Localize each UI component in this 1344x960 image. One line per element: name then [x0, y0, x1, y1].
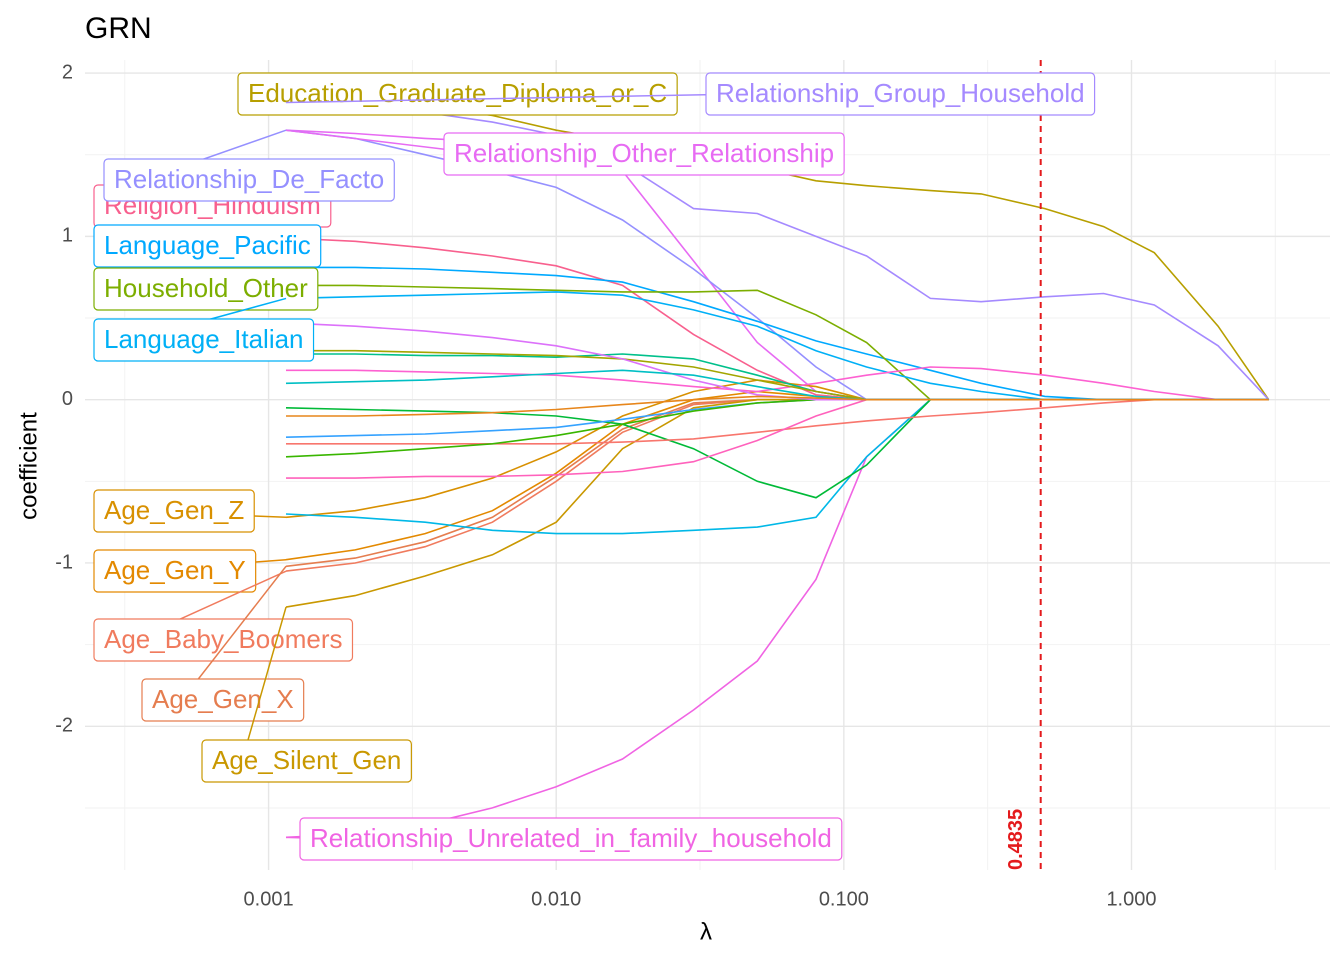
series-label: Education_Graduate_Diploma_or_C: [237, 72, 678, 116]
series-label: Age_Gen_Y: [93, 549, 287, 593]
x-tick-label: 1.000: [1106, 888, 1156, 910]
label-box: [93, 489, 255, 533]
series-label: Age_Gen_Z: [93, 489, 287, 533]
label-text: Age_Silent_Gen: [212, 745, 401, 775]
label-box: [237, 72, 678, 116]
label-box: [93, 618, 354, 662]
coefficient-path: [286, 366, 1269, 401]
label-text: Age_Gen_Y: [104, 555, 246, 585]
label-box: [705, 72, 1096, 116]
coefficient-path: [286, 395, 1269, 417]
series-label: Age_Gen_X: [141, 565, 305, 722]
y-tick-label: 0: [62, 388, 73, 410]
y-axis-label: coefficient: [15, 412, 42, 520]
y-tick-label: -2: [55, 715, 73, 737]
coefficient-path: [285, 369, 1269, 401]
y-tick-label: 1: [62, 225, 73, 247]
label-text: Household_Other: [104, 273, 308, 303]
label-box: [141, 678, 305, 722]
label-text: Age_Gen_Z: [104, 495, 244, 525]
coefficient-path: [285, 237, 1269, 401]
label-box: [443, 132, 845, 176]
label-text: Language_Pacific: [104, 230, 311, 260]
series-label: Relationship_Other_Relationship: [285, 129, 845, 176]
label-text: Relationship_Unrelated_in_family_househo…: [310, 823, 832, 853]
coefficient-path: [285, 398, 1269, 458]
x-tick-label: 0.010: [531, 888, 581, 910]
series-label: Language_Italian: [93, 297, 315, 362]
coefficient-path: [285, 398, 1269, 568]
series-label: Relationship_Group_Household: [286, 72, 1096, 116]
label-connector: [241, 606, 287, 762]
reference-label: 0.4835: [1005, 809, 1027, 870]
label-box: [93, 267, 319, 311]
coefficient-path: [286, 349, 1269, 401]
label-text: Relationship_Group_Household: [716, 78, 1085, 108]
coefficient-path: [285, 101, 1270, 401]
label-text: Relationship_Other_Relationship: [454, 138, 834, 168]
label-box: [201, 739, 412, 783]
series-label: Age_Silent_Gen: [201, 606, 412, 783]
label-text: Age_Baby_Boomers: [104, 624, 342, 654]
label-text: Age_Gen_X: [152, 684, 294, 714]
series-label: Relationship_Unrelated_in_family_househo…: [286, 817, 843, 861]
x-tick-label: 0.100: [819, 888, 869, 910]
chart-title: GRN: [85, 12, 152, 45]
coefficient-path: [285, 398, 1269, 572]
label-text: Language_Italian: [104, 324, 304, 354]
label-connector: [286, 93, 747, 104]
label-box: [93, 318, 315, 362]
label-box: [103, 158, 395, 202]
label-box: [93, 224, 322, 268]
series-label: Age_Baby_Boomers: [93, 570, 354, 662]
y-tick-label: 2: [62, 61, 73, 83]
coefficient-path: [285, 398, 1269, 839]
label-box: [93, 549, 257, 593]
coefficient-path: [285, 398, 1269, 535]
series-label: Language_Pacific: [93, 224, 322, 269]
x-axis-label: λ: [700, 918, 712, 945]
coefficient-path: [286, 398, 1269, 445]
y-tick-label: -1: [55, 551, 73, 573]
label-connector: [181, 565, 287, 701]
series-label: Relationship_De_Facto: [103, 129, 395, 202]
x-tick-label: 0.001: [244, 888, 294, 910]
label-box: [299, 817, 843, 861]
series-label: Household_Other: [93, 267, 319, 311]
label-text: Education_Graduate_Diploma_or_C: [248, 78, 667, 108]
label-text: Relationship_De_Facto: [114, 164, 384, 194]
